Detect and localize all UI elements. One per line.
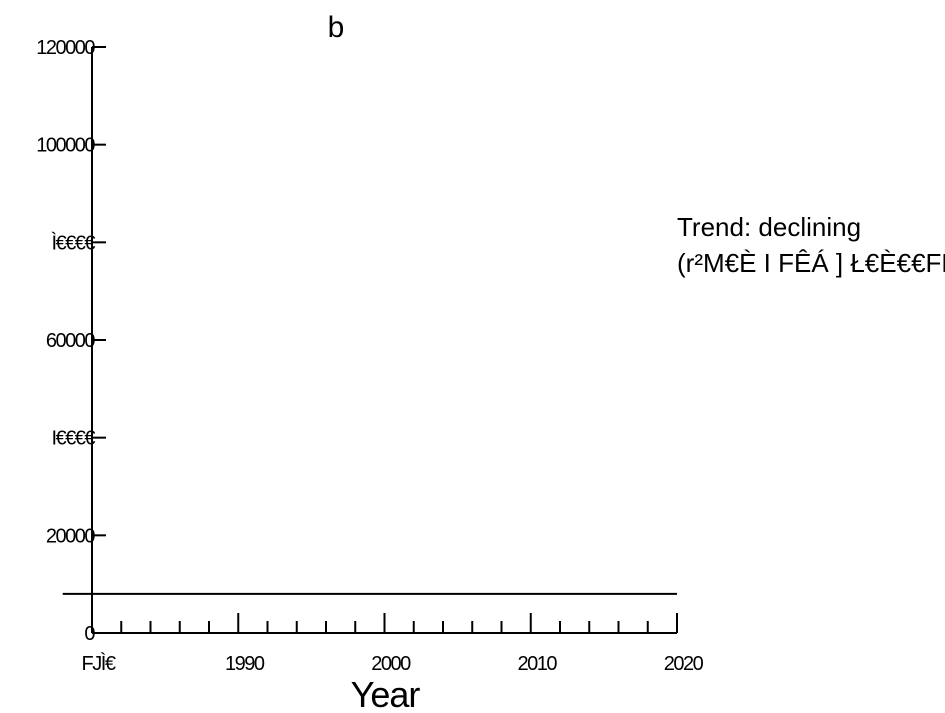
y-tick-label: 20000 bbox=[46, 525, 95, 547]
trend-annotation-line-2: (r²M€È I FÊÁ ] Ł€È€€FD bbox=[677, 248, 945, 278]
y-tick-label: Ì€€€€ bbox=[51, 231, 95, 254]
axes bbox=[91, 47, 677, 634]
y-tick-label: 60000 bbox=[46, 330, 95, 352]
y-tick-label: 120000 bbox=[36, 37, 95, 59]
x-tick-label: 1990 bbox=[225, 653, 265, 675]
y-ticks: 0 20000 I€€€€ 60000 Ì€€€€ 100000 120000 bbox=[36, 37, 106, 645]
x-ticks: FJÌ€ 1990 2000 2010 2020 bbox=[82, 613, 705, 675]
x-tick-label: 2010 bbox=[518, 653, 558, 675]
x-axis-label: Year bbox=[351, 674, 421, 713]
y-tick-label: 0 bbox=[84, 623, 95, 645]
x-tick-label: FJÌ€ bbox=[82, 652, 116, 675]
x-tick-label: 2000 bbox=[371, 653, 411, 675]
trend-annotation-line-1: Trend: declining bbox=[677, 212, 861, 242]
y-tick-label: I€€€€ bbox=[51, 428, 95, 450]
x-tick-label: 2020 bbox=[664, 653, 704, 675]
y-tick-label: 100000 bbox=[36, 135, 95, 157]
panel-label: b bbox=[328, 11, 345, 44]
